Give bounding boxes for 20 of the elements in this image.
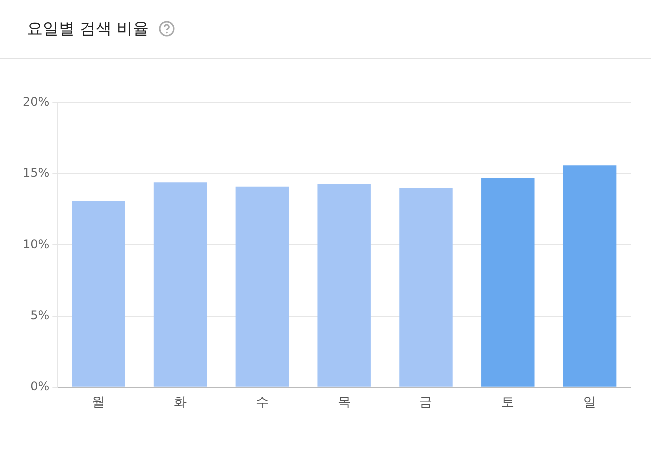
- y-tick-label: 20%: [23, 95, 50, 110]
- bar: [236, 186, 290, 387]
- bar: [154, 182, 208, 387]
- x-tick-label: 수: [256, 396, 269, 411]
- x-tick-label: 화: [174, 396, 188, 411]
- bar: [318, 184, 371, 387]
- bar: [563, 166, 617, 387]
- x-tick-label: 목: [338, 396, 351, 411]
- x-tick-label: 토: [502, 396, 515, 411]
- x-tick-label: 금: [420, 396, 433, 411]
- y-tick-label: 15%: [23, 166, 50, 180]
- y-tick-label: 5%: [30, 308, 50, 322]
- x-tick-label: 일: [584, 396, 597, 411]
- chart-title: 요일별 검색 비율: [27, 18, 150, 40]
- x-tick-label: 월: [92, 396, 106, 411]
- bar: [400, 188, 453, 387]
- bar: [482, 178, 535, 387]
- y-tick-label: 10%: [23, 237, 50, 252]
- bar: [72, 201, 126, 387]
- y-tick-label: 0%: [30, 380, 50, 394]
